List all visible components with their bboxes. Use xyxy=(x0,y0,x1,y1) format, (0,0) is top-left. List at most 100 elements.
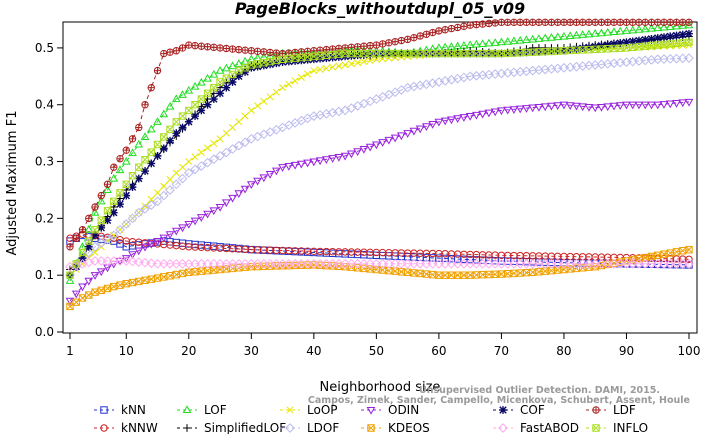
data-point-circle-plus-cross xyxy=(460,23,468,30)
data-point-x xyxy=(329,63,337,71)
data-point-square-x xyxy=(197,95,206,103)
data-point-diamond xyxy=(90,241,100,252)
data-point-triangle xyxy=(182,405,192,414)
data-point-circle-plus-cross xyxy=(235,46,243,53)
data-point-square-x xyxy=(328,51,337,59)
data-point-circle-plus-cross xyxy=(679,19,686,26)
data-point-circle-plus-cross xyxy=(135,124,142,131)
data-point-asterisk xyxy=(572,45,581,53)
chart-title: PageBlocks_withoutdupl_05_v09 xyxy=(235,0,525,18)
data-point-x xyxy=(335,62,343,70)
data-point-circle-plus-cross xyxy=(529,19,536,26)
data-point-triangle-down xyxy=(221,199,231,208)
data-point-circle-plus-cross xyxy=(473,21,480,28)
data-point-asterisk xyxy=(134,174,143,183)
data-point-square-x xyxy=(516,269,524,277)
data-point-diamond xyxy=(127,213,138,224)
data-point-circle-plus-cross xyxy=(617,19,624,26)
data-point-x xyxy=(272,88,280,96)
y-tick-label: 0.2 xyxy=(35,211,54,225)
data-point-triangle-down xyxy=(203,210,212,219)
data-point-square-x xyxy=(528,268,537,277)
data-point-square-x xyxy=(210,83,218,92)
data-point-asterisk xyxy=(622,38,631,47)
data-point-circle-plus-cross xyxy=(366,42,374,49)
data-point-triangle-down xyxy=(284,163,294,171)
data-point-triangle-down xyxy=(453,115,463,124)
data-point-x xyxy=(297,73,305,82)
data-point-triangle-down xyxy=(90,272,100,280)
data-point-triangle xyxy=(115,165,125,174)
data-point-circle-plus-cross xyxy=(73,235,80,242)
data-point-asterisk xyxy=(97,223,106,232)
data-point-square-x xyxy=(228,70,237,79)
data-point-square-x xyxy=(85,291,93,299)
data-point-triangle-down xyxy=(509,106,519,114)
data-point-x xyxy=(666,42,674,50)
data-point-triangle xyxy=(565,31,575,40)
y-tick-label: 0.0 xyxy=(35,325,54,339)
series-line xyxy=(69,24,690,282)
data-point-square-x xyxy=(303,53,312,61)
data-point-triangle-down xyxy=(572,102,581,111)
data-point-x xyxy=(660,42,668,50)
data-point-triangle-down xyxy=(140,243,150,252)
data-point-square-x xyxy=(78,248,87,257)
data-point-triangle-down xyxy=(234,190,244,199)
data-point-asterisk xyxy=(184,117,193,126)
y-tick-label: 0.5 xyxy=(35,41,54,55)
data-point-diamond xyxy=(171,179,182,190)
legend-label: ODIN xyxy=(388,403,419,417)
data-point-x xyxy=(354,59,362,67)
legend-label: FastABOD xyxy=(520,421,579,434)
data-point-square-x xyxy=(654,251,662,259)
data-point-circle-plus-cross xyxy=(129,135,136,143)
series-line xyxy=(69,44,690,276)
data-point-circle-plus-cross xyxy=(160,50,167,57)
data-point-circle xyxy=(685,255,693,263)
data-point-square-x xyxy=(367,424,375,432)
data-point-circle-plus-cross xyxy=(479,20,486,28)
data-point-x xyxy=(160,182,168,190)
data-point-diamond xyxy=(133,257,144,267)
data-point-square-x xyxy=(397,268,406,276)
data-point-x xyxy=(347,60,355,68)
data-point-triangle xyxy=(584,29,594,38)
data-point-circle-plus-cross xyxy=(667,19,674,26)
data-point-circle-plus-cross xyxy=(454,24,461,31)
data-point-triangle xyxy=(472,39,481,48)
data-point-square-x xyxy=(147,275,155,283)
data-point-triangle-down xyxy=(659,101,669,109)
data-point-asterisk xyxy=(209,95,218,103)
data-point-x xyxy=(285,80,293,88)
data-point-triangle-down xyxy=(215,203,225,212)
data-point-diamond xyxy=(140,257,150,268)
data-point-asterisk xyxy=(678,30,687,39)
data-point-diamond xyxy=(165,185,175,195)
data-point-asterisk xyxy=(122,191,131,200)
data-point-circle-plus-cross xyxy=(541,19,549,26)
data-point-triangle xyxy=(653,23,663,32)
data-point-square-x xyxy=(141,155,149,164)
data-point-square-x xyxy=(85,237,93,245)
data-point-triangle-down xyxy=(353,148,362,157)
data-point-square-x xyxy=(97,286,105,295)
legend-label: LoOP xyxy=(307,403,338,417)
x-tick-label: 60 xyxy=(431,344,446,358)
data-point-triangle xyxy=(109,173,119,182)
data-point-square-x xyxy=(110,282,118,291)
data-point-square-x xyxy=(222,74,231,82)
data-point-circle-plus-cross xyxy=(504,19,511,26)
data-point-circle-plus-cross xyxy=(404,36,411,43)
data-point-circle-plus-cross xyxy=(354,43,361,50)
legend-label: LDOF xyxy=(307,421,339,434)
data-point-triangle-down xyxy=(240,185,250,194)
data-point-triangle-down xyxy=(209,207,219,216)
data-point-square-x xyxy=(629,43,637,52)
data-point-circle-plus-cross xyxy=(567,19,574,26)
data-point-circle-plus-cross xyxy=(91,203,99,211)
data-point-square-x xyxy=(66,302,74,311)
data-point-asterisk xyxy=(660,33,668,41)
data-point-circle-plus-cross xyxy=(85,215,92,222)
series-kdeos xyxy=(66,245,693,311)
